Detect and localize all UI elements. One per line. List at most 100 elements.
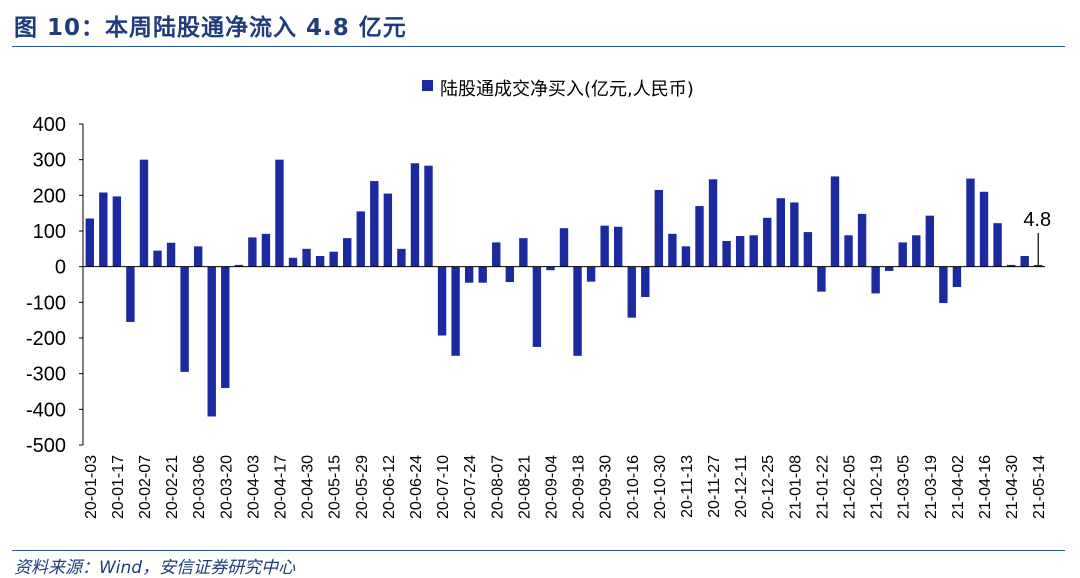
bar — [600, 225, 609, 267]
source-note: 资料来源：Wind，安信证券研究中心 — [14, 558, 296, 578]
x-tick-label: 20-04-30 — [300, 455, 317, 519]
y-tick-label: 0 — [55, 257, 66, 279]
bars — [85, 159, 1043, 417]
bar — [790, 202, 799, 267]
bar — [912, 235, 921, 267]
bar — [573, 266, 582, 356]
y-tick-label: -400 — [26, 399, 66, 421]
y-tick-label: -200 — [26, 328, 66, 350]
bar — [193, 246, 203, 267]
x-tick-label: 20-08-07 — [489, 455, 506, 519]
x-tick-label: 20-10-16 — [625, 455, 642, 519]
bar — [424, 165, 433, 267]
bar — [451, 266, 460, 356]
bar — [275, 159, 284, 267]
y-tick-label: 300 — [33, 150, 66, 172]
bar — [681, 246, 691, 267]
bar — [884, 266, 894, 271]
bar — [1020, 255, 1029, 267]
bar — [641, 266, 650, 297]
y-tick-label: -300 — [26, 364, 66, 386]
source-rule — [12, 550, 1065, 551]
annotation-label: 4.8 — [1023, 209, 1051, 231]
bar — [708, 179, 718, 267]
legend: 陆股通成交净买入(亿元,人民币) — [422, 79, 694, 100]
x-tick-label: 20-07-24 — [462, 455, 479, 519]
bar — [654, 189, 664, 267]
x-tick-label: 20-04-17 — [272, 455, 289, 519]
bar — [749, 235, 758, 267]
bar — [1006, 264, 1016, 267]
x-tick-label: 20-06-24 — [408, 455, 425, 519]
figure-title: 图 10：本周陆股通净流入 4.8 亿元 — [14, 15, 407, 41]
bar — [722, 240, 731, 267]
y-tick-label: 200 — [33, 185, 66, 207]
bar — [519, 238, 528, 267]
bar — [315, 255, 325, 267]
bar — [234, 264, 244, 267]
x-tick-label: 20-05-15 — [327, 455, 344, 519]
x-tick-label: 21-01-08 — [787, 455, 804, 519]
bar — [966, 178, 975, 267]
x-tick-label: 20-09-30 — [598, 455, 615, 519]
legend-swatch — [422, 80, 433, 91]
bar — [830, 176, 840, 267]
x-tick-label: 20-11-27 — [706, 455, 723, 518]
bar — [248, 237, 257, 267]
bar — [153, 250, 162, 267]
x-tick-label: 20-02-21 — [164, 455, 181, 519]
bar — [668, 233, 677, 267]
x-tick-label: 20-10-30 — [652, 455, 669, 519]
bar — [776, 198, 785, 267]
x-tick-label: 20-12-11 — [733, 455, 750, 518]
bar — [180, 266, 189, 372]
x-tick-label: 20-11-13 — [679, 455, 696, 518]
x-tick-label: 21-01-22 — [814, 455, 831, 519]
last-value-annotation: 4.8 — [1023, 209, 1051, 265]
bar — [329, 251, 338, 267]
x-tick-label: 20-09-18 — [571, 455, 588, 519]
bar — [763, 217, 772, 267]
bar — [898, 242, 907, 267]
bar — [939, 266, 948, 304]
bar — [410, 163, 420, 267]
y-tick-label: 400 — [33, 114, 66, 136]
bar — [586, 266, 596, 282]
bar — [803, 232, 813, 267]
x-tick-label: 20-09-04 — [543, 455, 560, 519]
bar — [383, 193, 393, 267]
x-tick-label: 20-01-17 — [110, 455, 127, 519]
bar — [627, 266, 636, 318]
bar — [952, 266, 962, 287]
x-tick-label: 21-02-05 — [842, 455, 859, 519]
bar — [288, 257, 298, 267]
bar — [99, 192, 108, 267]
bar — [979, 191, 989, 267]
bar — [356, 211, 365, 267]
title-rule — [12, 46, 1065, 47]
y-tick-label: 100 — [33, 221, 66, 243]
x-tick-label: 20-06-12 — [381, 455, 398, 519]
x-tick-label: 21-04-02 — [950, 455, 967, 519]
bar — [993, 223, 1002, 267]
x-tick-label: 20-02-07 — [137, 455, 154, 519]
x-tick-label: 20-03-06 — [191, 455, 208, 519]
x-tick-label: 21-04-30 — [1004, 455, 1021, 519]
bar — [302, 248, 311, 267]
bar — [614, 226, 623, 267]
x-tick-label: 20-08-21 — [516, 455, 533, 519]
x-tick-label: 20-07-10 — [435, 455, 452, 519]
bar — [844, 235, 853, 267]
y-tick-label: -100 — [26, 292, 66, 314]
bar — [695, 206, 704, 267]
bar — [478, 266, 487, 283]
bar — [817, 266, 826, 292]
bar — [397, 248, 406, 267]
bar — [1034, 264, 1043, 267]
bar — [735, 235, 745, 267]
bar — [370, 181, 379, 267]
bar — [492, 242, 501, 267]
x-tick-label: 21-02-19 — [869, 455, 886, 519]
bar — [871, 266, 880, 294]
